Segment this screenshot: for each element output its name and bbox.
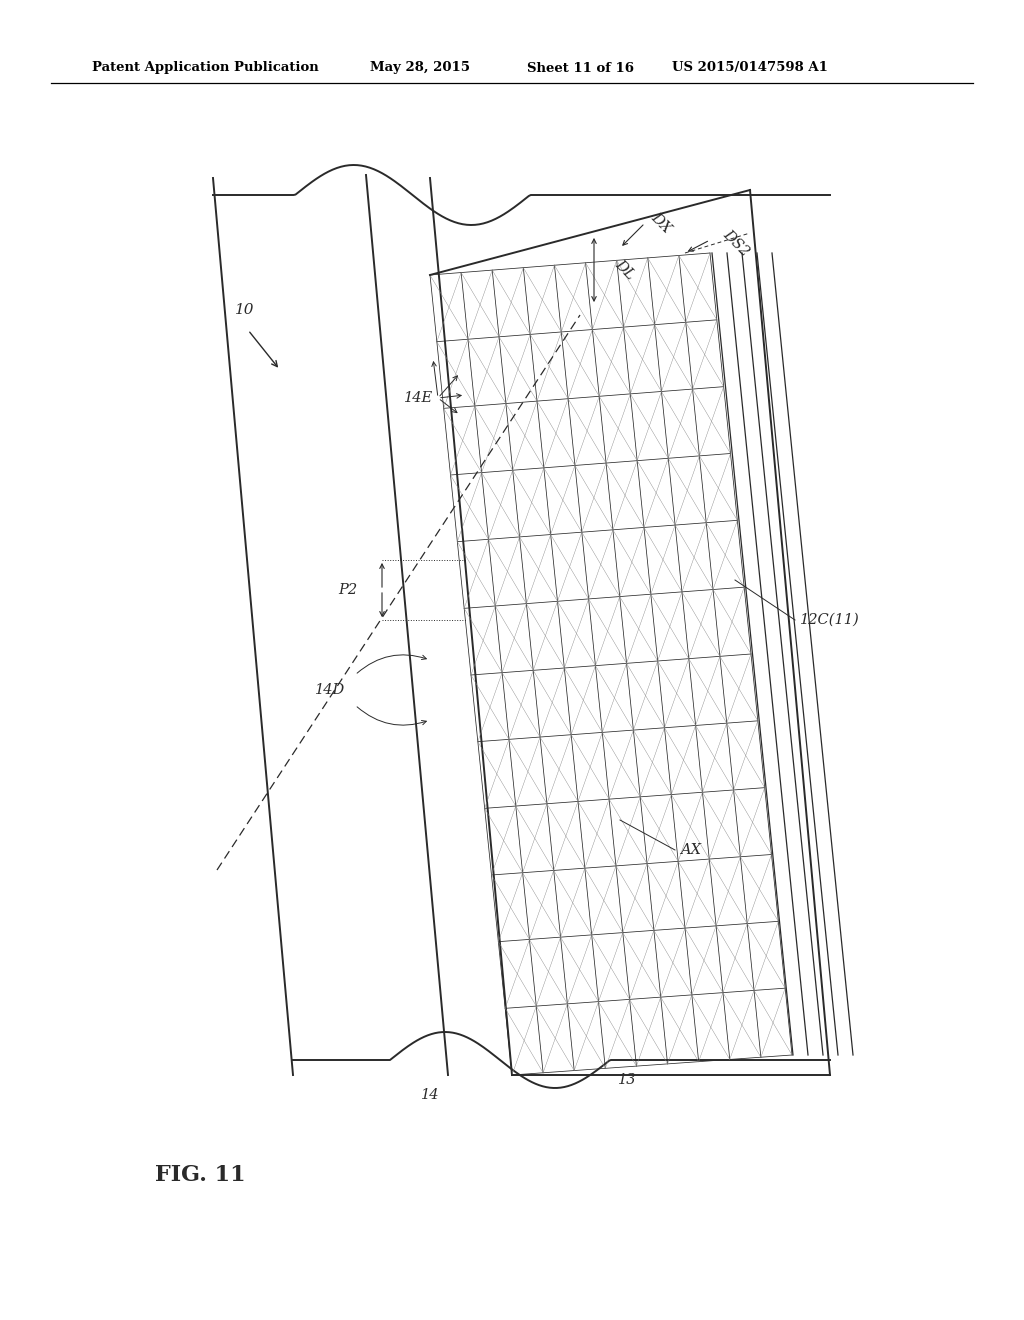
Text: Patent Application Publication: Patent Application Publication [92, 62, 318, 74]
Text: US 2015/0147598 A1: US 2015/0147598 A1 [672, 62, 827, 74]
Text: Sheet 11 of 16: Sheet 11 of 16 [527, 62, 634, 74]
Text: AX: AX [680, 843, 701, 857]
Text: 12C(11): 12C(11) [800, 612, 860, 627]
Text: DX: DX [648, 210, 674, 236]
Text: 14D: 14D [314, 682, 345, 697]
Text: 14E: 14E [403, 391, 433, 405]
Text: DS2: DS2 [720, 227, 752, 259]
Text: 13: 13 [617, 1073, 636, 1086]
Text: 10: 10 [236, 304, 255, 317]
Text: FIG. 11: FIG. 11 [155, 1164, 246, 1185]
Text: 14: 14 [421, 1088, 439, 1102]
Text: May 28, 2015: May 28, 2015 [370, 62, 470, 74]
Text: DL: DL [612, 257, 637, 282]
Text: P2: P2 [338, 583, 357, 597]
